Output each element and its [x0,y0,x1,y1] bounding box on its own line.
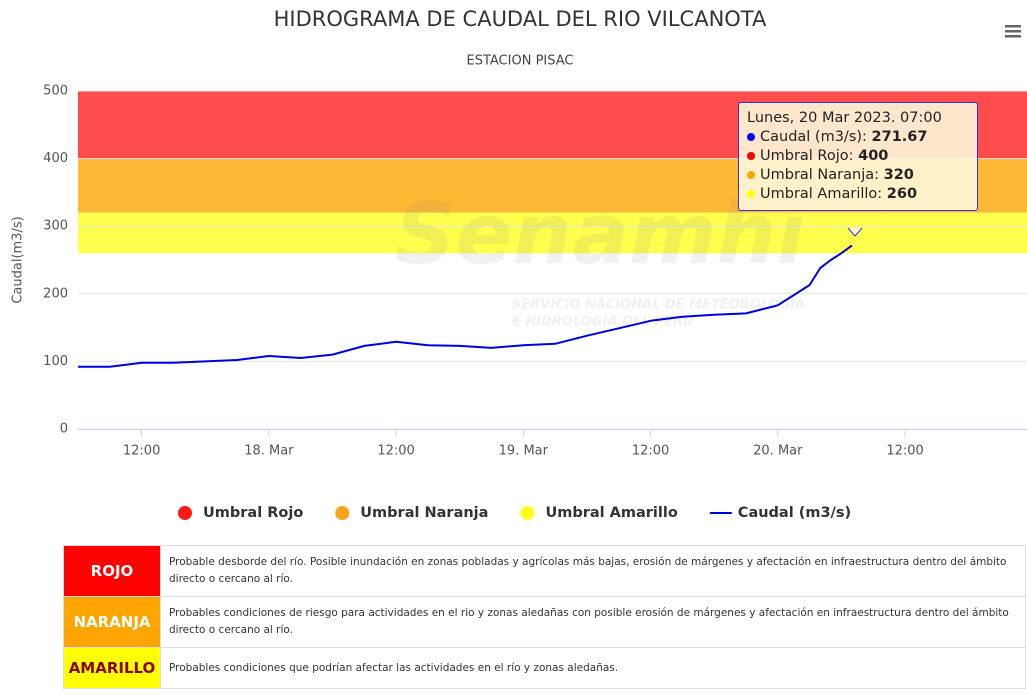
menu-icon[interactable] [1005,25,1021,38]
tooltip-row: Umbral Amarillo: 260 [747,185,973,204]
tooltip-row: Umbral Rojo: 400 [747,147,973,166]
x-tick-label: 12:00 [632,444,669,459]
x-tick-label: 19. Mar [499,444,549,459]
watermark: Senamhi SERVICIO NACIONAL DE METEOROLOGÍ… [395,185,806,330]
threshold-table: ROJO Probable desborde del río. Posible i… [63,545,1026,689]
level-text: Probables condiciones que podrían afecta… [160,647,1026,689]
x-tick-label: 12:00 [377,444,414,459]
chart: HIDROGRAMA DE CAUDAL DEL RIO VILCANOTA E… [11,7,1027,521]
tooltip-value: 400 [858,148,889,164]
series-line [78,244,853,368]
legend-label: Umbral Rojo [203,505,303,521]
level-label: AMARILLO [63,647,161,689]
x-tick-label: 20. Mar [753,444,803,459]
legend-marker [335,506,350,520]
tooltip-value: 271.67 [871,129,928,145]
x-tick-label: 18. Mar [244,444,294,459]
table-row: AMARILLO Probables condiciones que podría… [63,647,1026,689]
y-tick-label: 400 [43,151,68,166]
table-row: NARANJA Probables condiciones de riesgo p… [63,596,1026,648]
tooltip-label: Umbral Naranja [760,167,875,183]
y-tick-label: 100 [43,354,68,369]
y-tick-label: 0 [60,422,68,437]
y-tick-label: 300 [43,219,68,234]
legend-label: Umbral Naranja [360,505,488,521]
tooltip-label: Umbral Rojo [760,148,849,164]
tooltip-value: 260 [886,186,918,202]
table-row: ROJO Probable desborde del río. Posible i… [63,545,1026,597]
y-tick-label: 500 [43,84,68,99]
legend-marker [520,506,535,520]
chart-title: HIDROGRAMA DE CAUDAL DEL RIO VILCANOTA [274,7,767,31]
chart-subtitle: ESTACION PISAC [467,54,574,69]
level-label: NARANJA [63,596,161,648]
tooltip-label: Caudal (m3/s) [760,129,863,145]
legend-marker [178,506,192,520]
watermark-text: E HIDROLOGÍA DEL PERÚ [512,314,694,330]
level-label: ROJO [63,545,161,597]
threshold-band [78,212,1027,254]
level-text: Probables condiciones de riesgo para act… [160,596,1026,648]
y-tick-label: 200 [43,286,68,301]
watermark-logo: Senamhi [395,185,806,283]
tooltip-row: Umbral Naranja: 320 [747,166,973,185]
tooltip-value: 320 [883,167,914,183]
tooltip-label: Umbral Amarillo [760,186,878,202]
legend-label: Caudal (m3/s) [738,505,851,521]
y-axis-title: Caudal(m3/s) [11,216,26,303]
tooltip-row: Caudal (m3/s): 271.67 [747,128,973,147]
tooltip-title: Lunes, 20 Mar 2023. 07:00 [747,110,942,126]
x-tick-label: 12:00 [886,444,923,459]
tooltip: Lunes, 20 Mar 2023. 07:00 Caudal (m3/s):… [738,102,978,211]
level-text: Probable desborde del río. Posible inund… [160,545,1026,597]
watermark-text: SERVICIO NACIONAL DE METEOROLOGÍA [512,297,805,313]
legend-label: Umbral Amarillo [545,505,677,521]
tooltip-pointer [847,227,863,237]
x-tick-label: 12:00 [123,444,160,459]
